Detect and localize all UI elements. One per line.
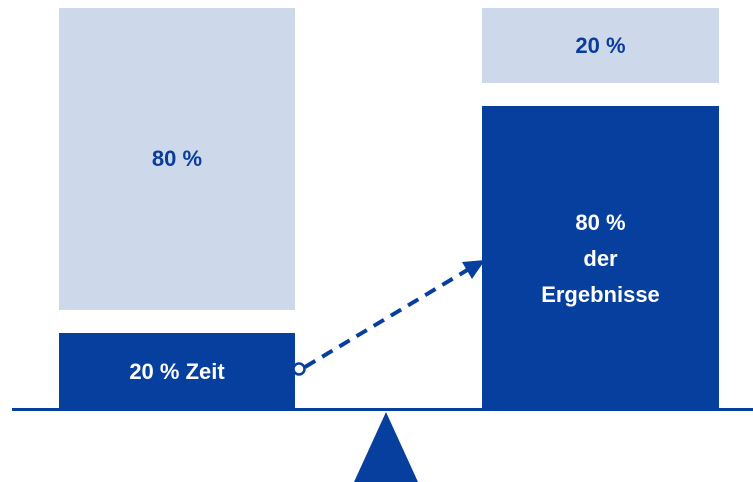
arrow-start-circle [292,362,306,376]
right-bottom-line-1: 80 % [575,209,626,235]
left-top-label: 80 % [151,146,203,171]
left-top-block: 80 % [59,8,295,310]
right-top-block: 20 % [482,8,719,83]
right-bottom-line-3: Ergebnisse [541,281,660,307]
left-bottom-label: 20 % Zeit [129,359,225,384]
balance-beam [12,408,753,411]
arrow-head [462,260,485,279]
right-bottom-line-2: der [583,245,618,271]
left-bottom-block: 20 % Zeit [59,333,295,411]
right-bottom-block: 80 % der Ergebnisse [482,106,719,411]
right-top-label: 20 % [575,32,626,58]
dashed-arrow-line [303,264,476,369]
